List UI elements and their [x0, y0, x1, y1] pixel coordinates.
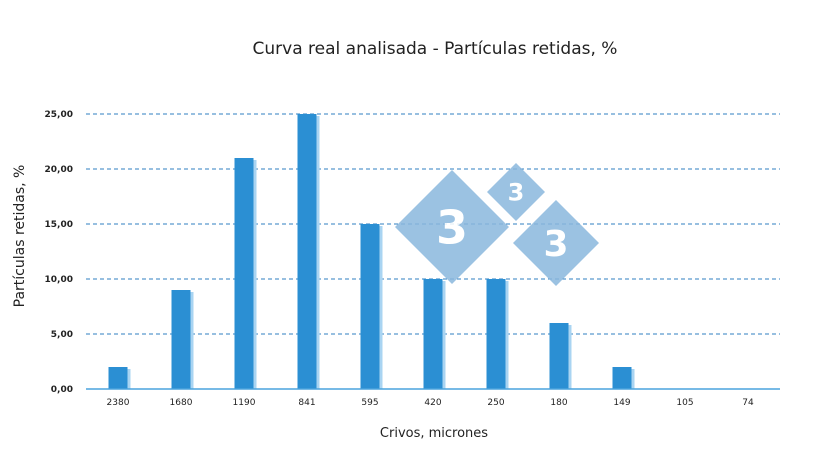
bar: [360, 224, 380, 389]
y-tick-label: 5,00: [51, 330, 73, 340]
bars: [108, 114, 635, 389]
bar: [423, 279, 443, 389]
x-tick-label: 595: [361, 398, 378, 408]
x-tick-label: 420: [424, 398, 441, 408]
x-tick-label: 1680: [170, 398, 193, 408]
x-tick-label: 74: [742, 398, 754, 408]
watermark-diamond: [513, 200, 599, 286]
bar: [108, 367, 128, 389]
bar: [549, 323, 569, 389]
watermark-logo: 333: [395, 163, 599, 286]
x-tick-label: 1190: [233, 398, 256, 408]
x-tick-label: 105: [676, 398, 693, 408]
watermark-digit: 3: [508, 179, 525, 207]
x-tick-label: 250: [487, 398, 504, 408]
bar: [297, 114, 317, 389]
watermark-digit: 3: [436, 201, 468, 255]
bar: [612, 367, 632, 389]
y-axis-label: Partículas retidas, %: [12, 165, 28, 308]
x-tick-label: 149: [613, 398, 630, 408]
y-tick-label: 15,00: [45, 220, 73, 230]
x-tick-label: 180: [550, 398, 567, 408]
y-tick-labels: 0,00 5,00 10,00 15,00 20,00 25,00: [45, 110, 73, 395]
bar: [234, 158, 254, 389]
y-tick-label: 0,00: [51, 385, 73, 395]
watermark-digit: 3: [543, 224, 568, 265]
bar: [171, 290, 191, 389]
y-tick-label: 25,00: [45, 110, 73, 120]
chart-title: Curva real analisada - Partículas retida…: [253, 39, 618, 59]
x-tick-label: 841: [298, 398, 315, 408]
x-axis-label: Crivos, micrones: [380, 426, 488, 441]
bar: [486, 279, 506, 389]
watermark-diamond: [487, 163, 545, 221]
watermark-diamond: [395, 170, 509, 284]
y-tick-label: 20,00: [45, 165, 73, 175]
x-tick-labels: 2380 1680 1190 841 595 420 250 180 149 105 74: [107, 398, 754, 408]
y-tick-label: 10,00: [45, 275, 73, 285]
x-tick-label: 2380: [107, 398, 130, 408]
